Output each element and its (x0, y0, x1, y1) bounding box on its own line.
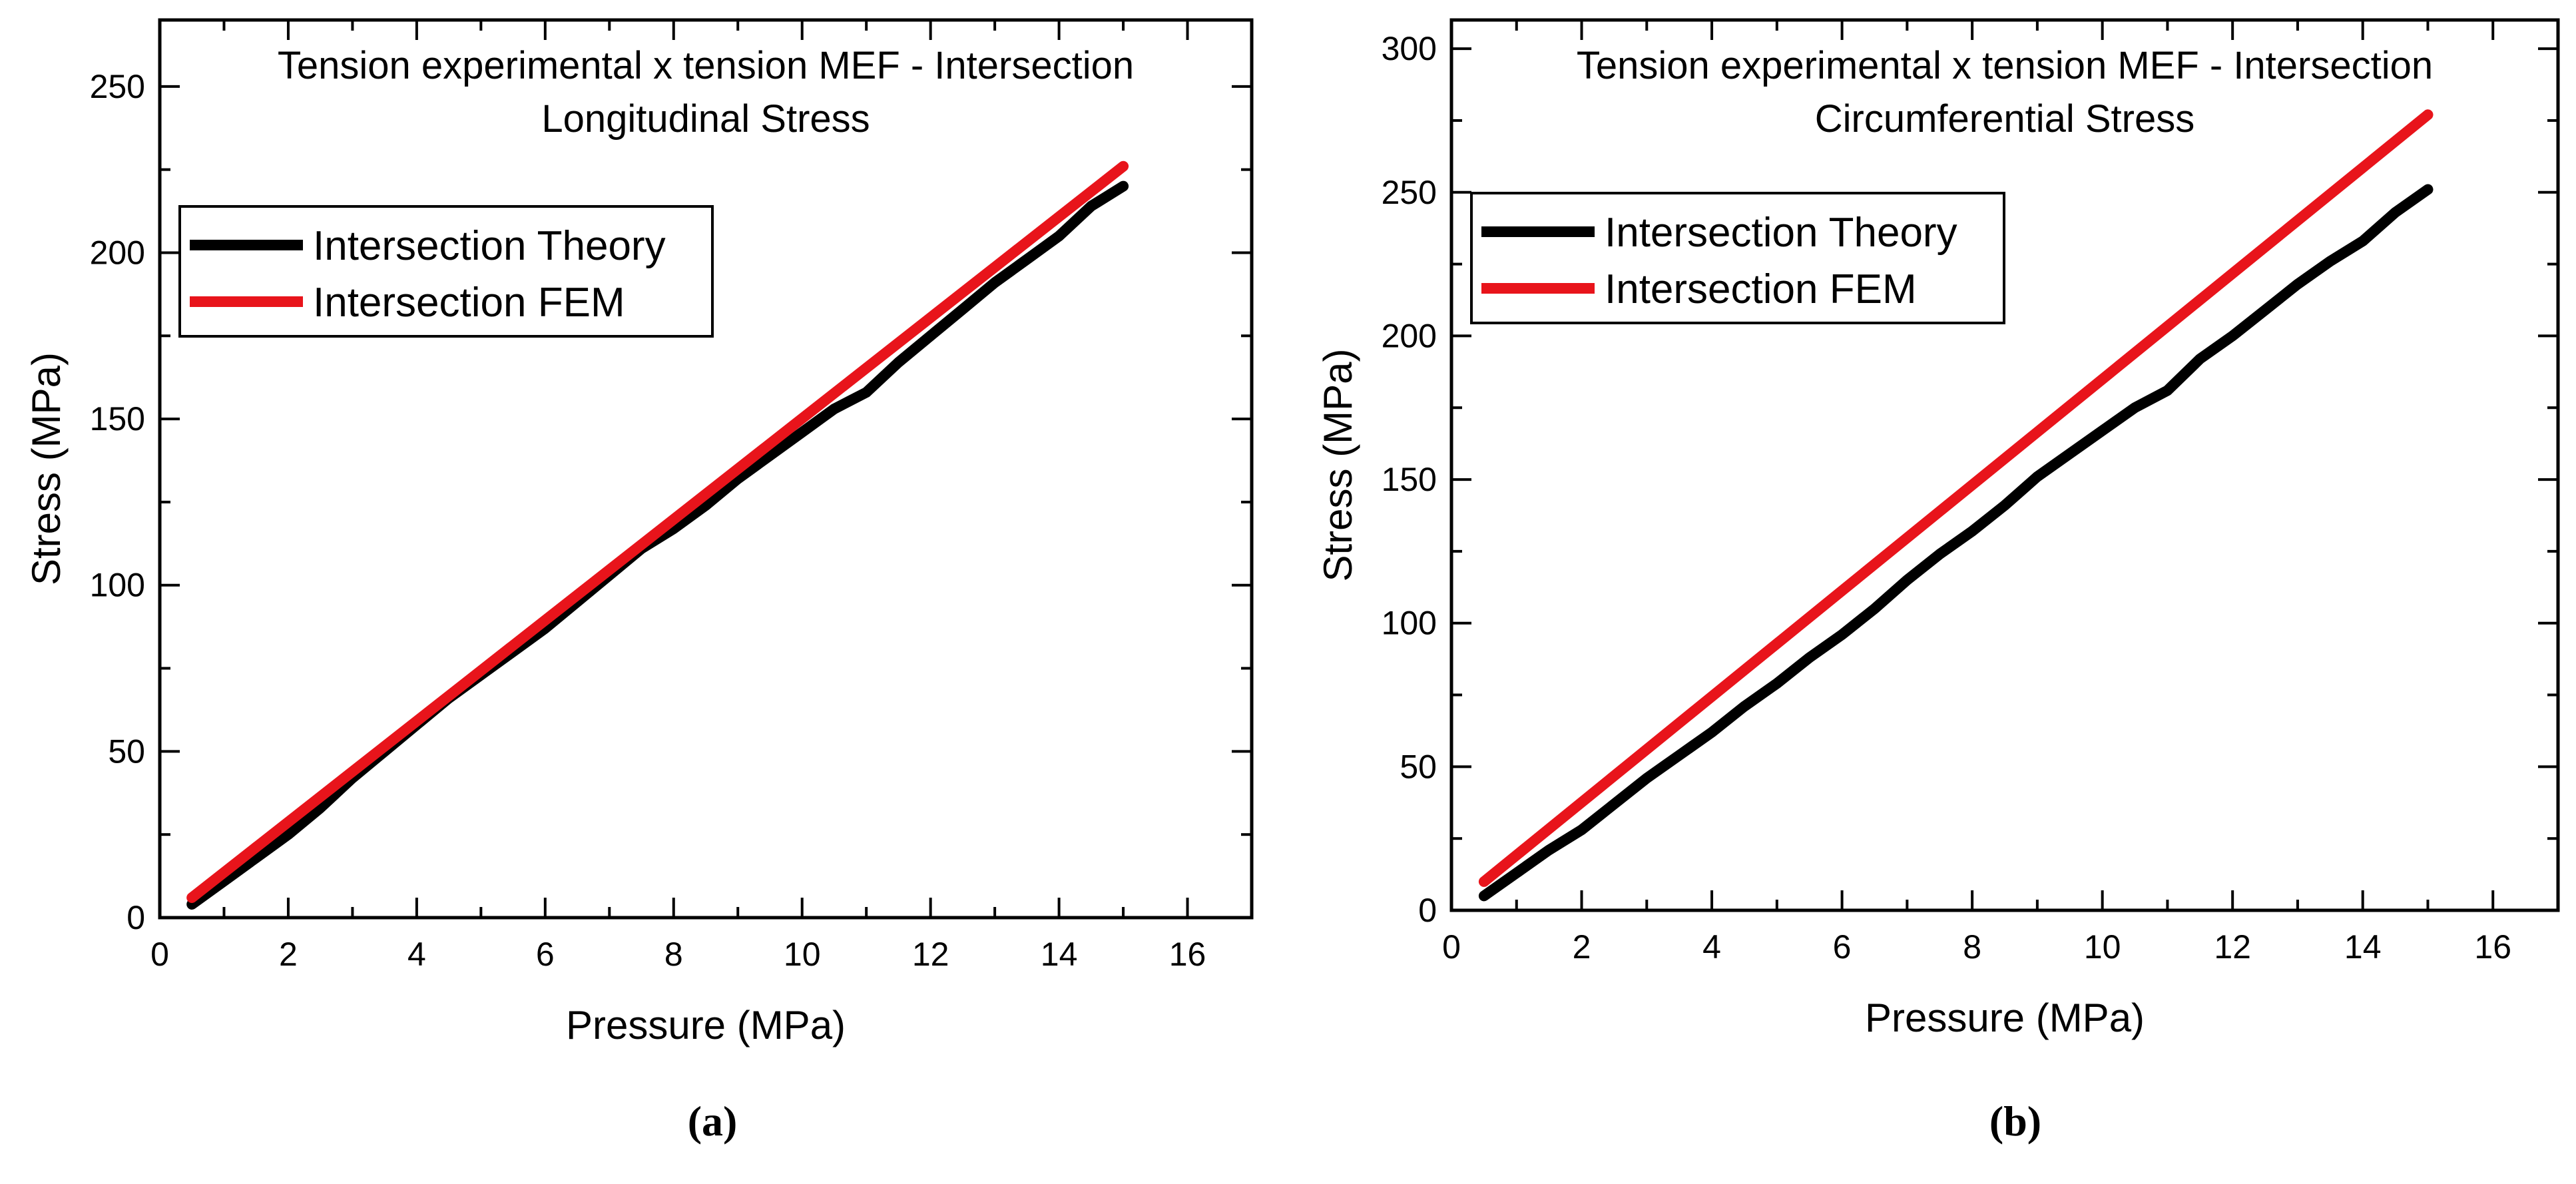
x-tick-label: 12 (2214, 928, 2251, 966)
x-tick-label: 8 (664, 936, 683, 973)
x-tick-label: 12 (912, 936, 949, 973)
panel-caption: (b) (1989, 1097, 2041, 1145)
y-tick-label: 150 (90, 400, 145, 438)
legend-label: Intersection FEM (1605, 266, 1917, 312)
x-tick-label: 16 (2474, 928, 2511, 966)
y-tick-label: 200 (90, 234, 145, 271)
y-tick-label: 0 (127, 899, 145, 936)
series-line-fem (1478, 109, 2434, 887)
x-tick-label: 16 (1169, 936, 1206, 973)
y-tick-label: 200 (1382, 317, 1437, 354)
chart-subtitle: Circumferential Stress (1815, 97, 2194, 141)
y-axis-label: Stress (MPa) (24, 352, 69, 585)
x-tick-label: 2 (1573, 928, 1591, 966)
chart-subtitle: Longitudinal Stress (541, 97, 870, 141)
y-tick-label: 100 (90, 567, 145, 604)
legend: Intersection Theory Intersection FEM (1470, 192, 2005, 324)
series-line-theory (1478, 184, 2434, 902)
x-tick-label: 14 (2344, 928, 2382, 966)
chart-title: Tension experimental x tension MEF - Int… (1577, 44, 2433, 87)
x-tick-label: 2 (279, 936, 298, 973)
x-axis-label: Pressure (MPa) (566, 1003, 846, 1047)
chart-panel-b: 0 2 4 6 8 10 12 14 16 0 50 100 150 200 250 300 Pressure … (1316, 18, 2560, 1145)
y-tick-label: 100 (1382, 605, 1437, 642)
x-tick-label: 6 (536, 936, 555, 973)
legend-label: Intersection FEM (313, 280, 625, 326)
plot-frame (158, 18, 1254, 920)
x-tick-label: 4 (1702, 928, 1721, 966)
y-axis-label: Stress (MPa) (1316, 348, 1360, 581)
x-tick-label: 4 (407, 936, 426, 973)
x-tick-label: 14 (1041, 936, 1078, 973)
y-tick-label: 150 (1382, 461, 1437, 498)
y-tick-label: 300 (1382, 30, 1437, 67)
panel-caption: (a) (688, 1097, 738, 1145)
chart-title: Tension experimental x tension MEF - Int… (278, 44, 1134, 87)
legend-box (1470, 192, 2005, 324)
x-tick-label: 0 (1442, 928, 1461, 966)
y-tick-label: 50 (108, 733, 145, 770)
y-tick-label: 50 (1400, 748, 1437, 785)
x-axis-label: Pressure (MPa) (1865, 996, 2145, 1040)
plot-frame (1449, 18, 2560, 912)
legend-label: Intersection Theory (313, 223, 666, 269)
y-tick-label: 250 (1382, 174, 1437, 211)
x-tick-label: 10 (2084, 928, 2121, 966)
y-tick-label: 250 (90, 68, 145, 105)
legend-box (178, 205, 714, 338)
legend-label: Intersection Theory (1605, 210, 1957, 256)
x-tick-label: 0 (150, 936, 169, 973)
series-line-fem (186, 160, 1129, 903)
y-tick-label: 0 (1418, 892, 1437, 929)
x-tick-label: 10 (784, 936, 821, 973)
chart-panel-a: 0 2 4 6 8 10 12 14 16 0 50 100 150 200 250 Pressure (MP… (24, 18, 1254, 1145)
legend: Intersection Theory Intersection FEM (178, 205, 714, 338)
x-tick-label: 8 (1963, 928, 1981, 966)
x-tick-label: 6 (1833, 928, 1852, 966)
